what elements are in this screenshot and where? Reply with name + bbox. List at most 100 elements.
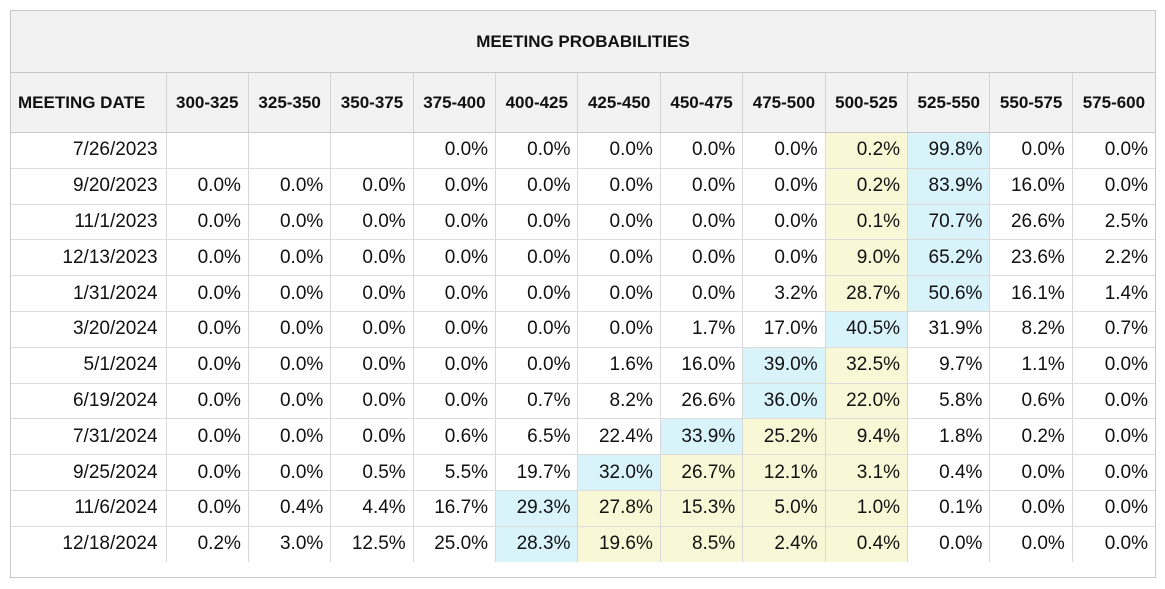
probability-cell: 33.9% xyxy=(660,418,744,456)
probability-cell: 1.7% xyxy=(660,311,744,348)
probability-cell: 0.0% xyxy=(660,132,744,169)
probability-cell: 28.7% xyxy=(825,275,909,312)
probability-cell: 0.0% xyxy=(742,132,826,169)
probability-cell: 26.6% xyxy=(660,383,744,420)
meeting-date-cell: 5/1/2024 xyxy=(11,347,167,384)
probability-cell: 16.0% xyxy=(660,347,744,384)
probability-cell: 0.0% xyxy=(660,239,744,277)
probability-cell: 50.6% xyxy=(907,275,991,312)
probability-cell: 0.0% xyxy=(248,418,332,456)
table-row: 6/19/2024 0.0% 0.0% 0.0% 0.0% 0.7% 8.2% 26.6% 36… xyxy=(11,383,1155,420)
table-row: 3/20/2024 0.0% 0.0% 0.0% 0.0% 0.0% 0.0% 1.7% 17.… xyxy=(11,311,1155,348)
probability-cell: 2.5% xyxy=(1072,204,1155,241)
column-header-rate-range: 325-350 xyxy=(248,72,332,133)
probability-cell: 0.0% xyxy=(413,347,497,384)
probability-cell: 0.0% xyxy=(248,383,332,420)
probability-cell: 12.1% xyxy=(742,454,826,491)
probability-cell: 1.4% xyxy=(1072,275,1155,312)
table-row: 1/31/2024 0.0% 0.0% 0.0% 0.0% 0.0% 0.0% 0.0% 3.2… xyxy=(11,275,1155,312)
probability-cell: 29.3% xyxy=(495,490,579,527)
table-row: 7/26/2023 0.0% 0.0% 0.0% 0.0% 0.0% 0.2% 99.8% 0.… xyxy=(11,132,1155,169)
probability-cell: 0.0% xyxy=(166,204,249,241)
probability-cell: 0.6% xyxy=(989,383,1073,420)
column-header-rate-range: 475-500 xyxy=(742,72,826,133)
meeting-date-cell: 12/13/2023 xyxy=(11,239,167,277)
probability-cell: 0.0% xyxy=(413,204,497,241)
probability-cell: 9.0% xyxy=(825,239,909,277)
table-row: 9/20/2023 0.0% 0.0% 0.0% 0.0% 0.0% 0.0% 0.0% 0.0… xyxy=(11,168,1155,205)
probability-cell: 0.0% xyxy=(166,490,249,527)
probability-cell: 0.0% xyxy=(577,275,661,312)
probability-cell: 32.0% xyxy=(577,454,661,491)
probability-cell: 0.0% xyxy=(742,239,826,277)
probability-cell: 0.0% xyxy=(166,275,249,312)
meeting-date-cell: 3/20/2024 xyxy=(11,311,167,348)
probability-cell: 0.0% xyxy=(577,168,661,205)
probability-cell: 1.6% xyxy=(577,347,661,384)
probability-cell: 0.0% xyxy=(495,347,579,384)
probability-cell: 0.0% xyxy=(989,526,1073,563)
probability-cell xyxy=(330,132,414,169)
probability-cell: 4.4% xyxy=(330,490,414,527)
meeting-date-cell: 11/1/2023 xyxy=(11,204,167,241)
probability-cell: 0.0% xyxy=(330,239,414,277)
probability-cell: 0.0% xyxy=(989,132,1073,169)
probability-cell: 9.7% xyxy=(907,347,991,384)
probability-cell: 0.4% xyxy=(825,526,909,563)
table-row: 9/25/2024 0.0% 0.0% 0.5% 5.5% 19.7% 32.0% 26.7%… xyxy=(11,454,1155,491)
probability-cell: 0.0% xyxy=(495,275,579,312)
probability-cell: 40.5% xyxy=(825,311,909,348)
probability-cell: 0.0% xyxy=(166,239,249,277)
probability-cell: 0.0% xyxy=(248,204,332,241)
probability-cell: 0.2% xyxy=(166,526,249,563)
probability-cell: 0.0% xyxy=(330,383,414,420)
probability-cell: 0.7% xyxy=(1072,311,1155,348)
probability-cell: 0.0% xyxy=(166,418,249,456)
column-header-rate-range: 450-475 xyxy=(660,72,744,133)
probabilities-table: MEETING PROBABILITIES MEETING DATE 300-32… xyxy=(11,11,1155,563)
probability-cell: 15.3% xyxy=(660,490,744,527)
probability-cell: 0.0% xyxy=(413,239,497,277)
probability-cell: 0.0% xyxy=(413,383,497,420)
probability-cell: 0.0% xyxy=(166,454,249,491)
column-header-row: MEETING DATE 300-325 325-350 350-375 375-400… xyxy=(11,72,1155,133)
probability-cell: 28.3% xyxy=(495,526,579,563)
probability-cell: 0.0% xyxy=(413,275,497,312)
probability-cell: 25.0% xyxy=(413,526,497,563)
probability-cell: 0.2% xyxy=(825,132,909,169)
probability-cell: 0.6% xyxy=(413,418,497,456)
table-row: 12/18/2024 0.2% 3.0% 12.5% 25.0% 28.3% 19.6% 8.… xyxy=(11,526,1155,563)
probability-cell: 0.1% xyxy=(907,490,991,527)
probability-cell: 0.7% xyxy=(495,383,579,420)
column-header-rate-range: 375-400 xyxy=(413,72,497,133)
probability-cell: 0.0% xyxy=(660,168,744,205)
probability-cell: 8.2% xyxy=(577,383,661,420)
probability-cell: 31.9% xyxy=(907,311,991,348)
column-header-rate-range: 400-425 xyxy=(495,72,579,133)
probability-cell: 19.6% xyxy=(577,526,661,563)
probability-cell: 2.4% xyxy=(742,526,826,563)
probability-cell: 26.6% xyxy=(989,204,1073,241)
probability-cell: 6.5% xyxy=(495,418,579,456)
probability-cell: 2.2% xyxy=(1072,239,1155,277)
probability-cell: 0.0% xyxy=(330,418,414,456)
probability-cell: 26.7% xyxy=(660,454,744,491)
probability-cell: 0.0% xyxy=(495,168,579,205)
probability-cell: 23.6% xyxy=(989,239,1073,277)
meeting-probabilities-panel: MEETING PROBABILITIES MEETING DATE 300-32… xyxy=(10,10,1156,578)
probability-cell: 0.0% xyxy=(577,311,661,348)
probability-cell: 17.0% xyxy=(742,311,826,348)
probability-cell: 9.4% xyxy=(825,418,909,456)
meeting-date-cell: 1/31/2024 xyxy=(11,275,167,312)
column-header-rate-range: 350-375 xyxy=(330,72,414,133)
probability-cell: 0.0% xyxy=(495,132,579,169)
column-header-rate-range: 525-550 xyxy=(907,72,991,133)
meeting-date-cell: 11/6/2024 xyxy=(11,490,167,527)
probability-cell: 0.0% xyxy=(330,275,414,312)
probability-cell: 0.0% xyxy=(248,454,332,491)
column-header-rate-range: 425-450 xyxy=(577,72,661,133)
probability-cell: 0.4% xyxy=(248,490,332,527)
column-header-rate-range: 550-575 xyxy=(989,72,1073,133)
probability-cell: 5.5% xyxy=(413,454,497,491)
probability-cell: 65.2% xyxy=(907,239,991,277)
